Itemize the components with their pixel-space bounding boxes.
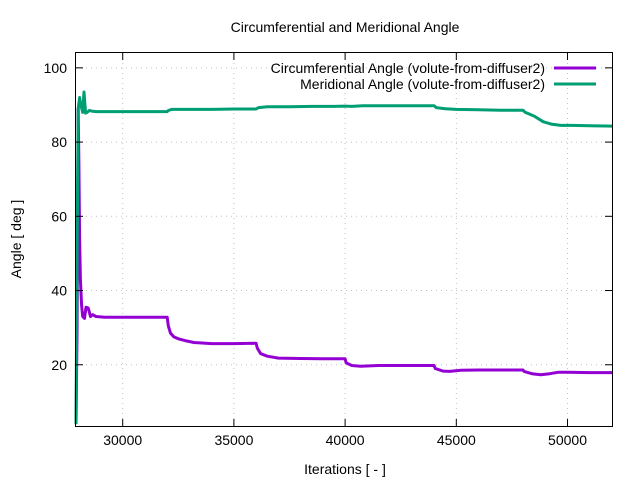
- legend: Circumferential Angle (volute-from-diffu…: [271, 60, 596, 92]
- legend-label-meridional: Meridional Angle (volute-from-diffuser2): [300, 76, 545, 92]
- x-tick-label: 50000: [548, 432, 587, 448]
- series-layer: [74, 90, 613, 425]
- chart-title: Circumferential and Meridional Angle: [231, 19, 460, 35]
- y-tick-label: 20: [51, 357, 67, 373]
- x-tick-label: 45000: [437, 432, 476, 448]
- y-tick-label: 100: [44, 60, 68, 76]
- y-axis-label: Angle [ deg ]: [8, 200, 24, 279]
- x-tick-label: 35000: [214, 432, 253, 448]
- y-tick-label: 40: [51, 283, 67, 299]
- series-line-circumferential: [74, 107, 612, 425]
- x-tick-label: 30000: [103, 432, 142, 448]
- plot-frame: [75, 52, 613, 427]
- y-tick-label: 60: [51, 208, 67, 224]
- y-tick-label: 80: [51, 134, 67, 150]
- x-axis-label: Iterations [ - ]: [304, 461, 386, 477]
- x-tick-label: 40000: [326, 432, 365, 448]
- legend-label-circumferential: Circumferential Angle (volute-from-diffu…: [271, 60, 545, 76]
- ticks: 30000 35000 40000 45000 50000 20 40 60 80 100: [44, 53, 612, 448]
- series-line-meridional: [74, 90, 613, 425]
